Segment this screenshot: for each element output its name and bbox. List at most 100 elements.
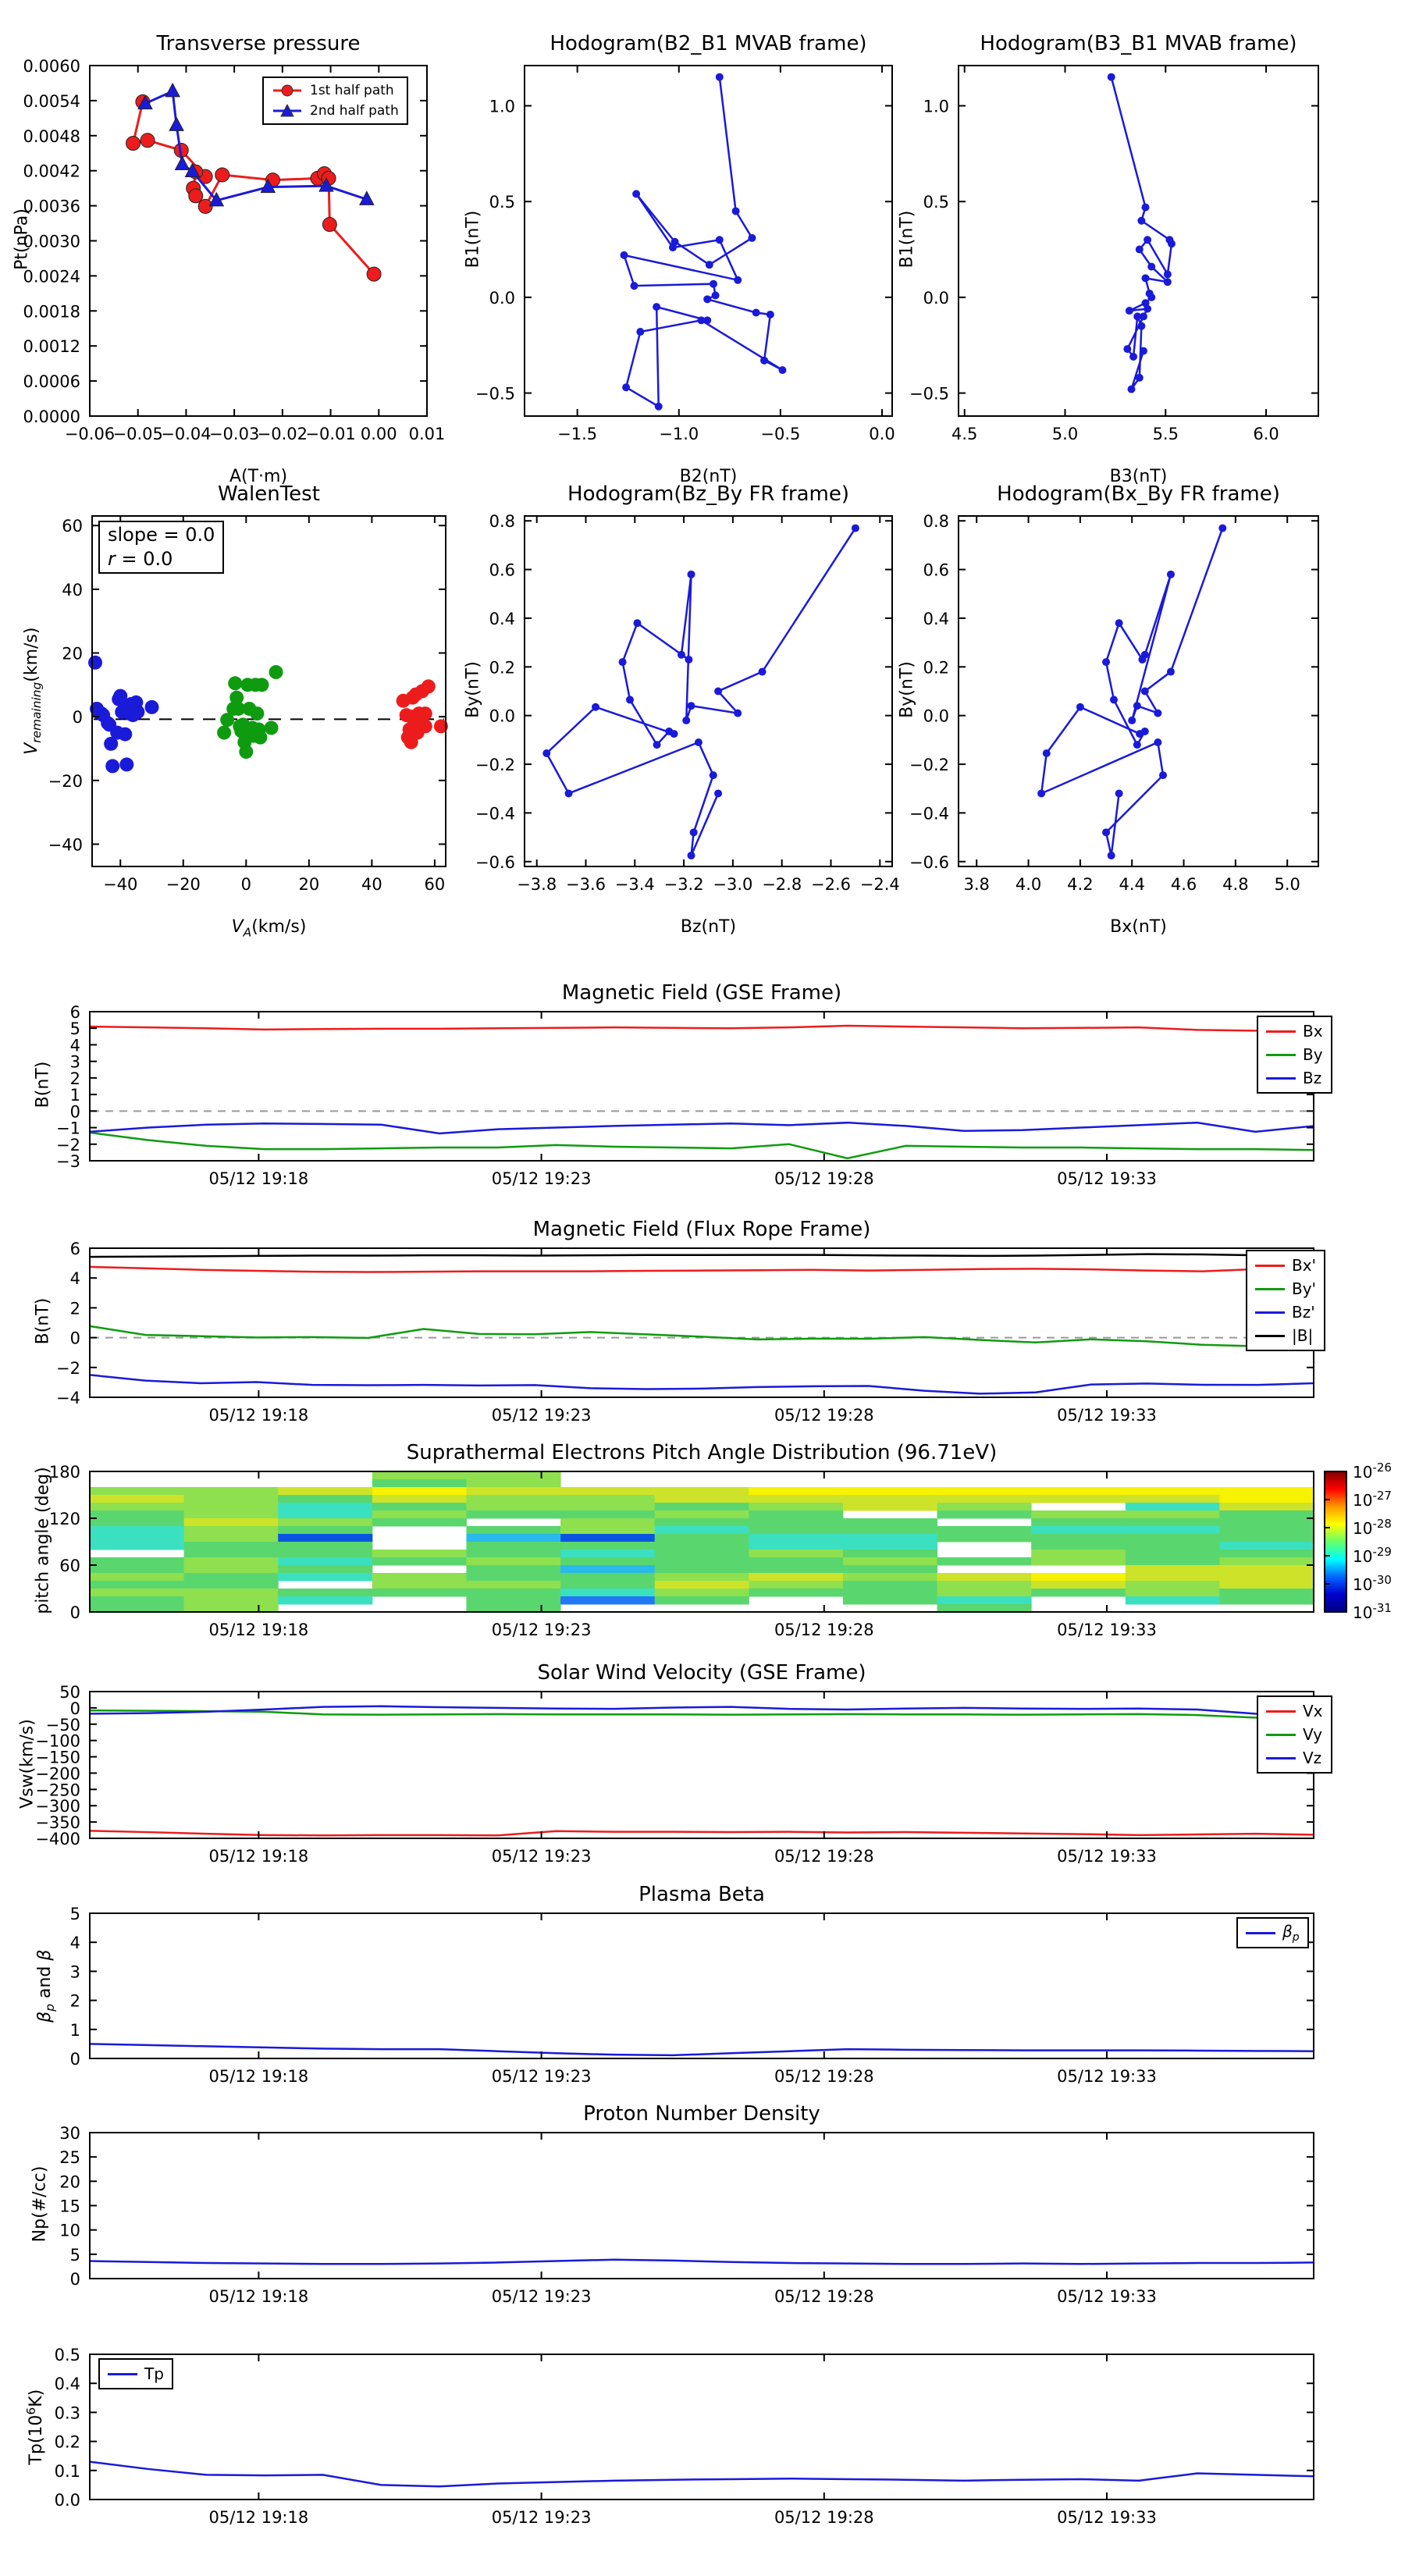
title-magnetic-field-fr: Magnetic Field (Flux Rope Frame) bbox=[532, 1218, 871, 1241]
series-line-Bx bbox=[89, 1024, 1314, 1032]
y-tick-label: 10 bbox=[59, 2222, 80, 2240]
heatmap-cell bbox=[90, 1596, 185, 1605]
heatmap-cell bbox=[654, 1557, 749, 1566]
series-line bbox=[545, 527, 856, 856]
heatmap-cell bbox=[937, 1589, 1032, 1597]
heatmap-cell bbox=[842, 1596, 938, 1605]
x-tick-label: 05/12 19:28 bbox=[774, 2067, 874, 2086]
heatmap-cell bbox=[1125, 1550, 1220, 1558]
panel-r7: 05/12 19:18 05/12 19:23 05/12 19:28 05/12 1… bbox=[70, 1905, 1314, 2086]
heatmap-cell bbox=[654, 1573, 749, 1582]
y-tick-label: 0.0 bbox=[923, 707, 949, 726]
heatmap-cell bbox=[278, 1573, 373, 1582]
heatmap-cell bbox=[466, 1565, 561, 1574]
y-tick-label: 180 bbox=[49, 1463, 80, 1482]
heatmap-cell bbox=[1219, 1503, 1314, 1511]
heatmap-cell bbox=[372, 1495, 467, 1503]
heatmap-cell bbox=[1125, 1542, 1220, 1550]
x-tick-label: 05/12 19:18 bbox=[209, 2067, 309, 2086]
blue-line-swatch bbox=[1255, 1311, 1285, 1314]
ylabel-pitch-angle: pitch angle (deg) bbox=[33, 1467, 53, 1614]
series-line-Np bbox=[89, 2258, 1314, 2265]
axes-frame bbox=[89, 2132, 1314, 2279]
y-tick-label: −0.5 bbox=[475, 385, 515, 404]
heatmap-cell bbox=[560, 1581, 656, 1589]
y-tick-label: 0.6 bbox=[923, 561, 949, 580]
heatmap-cell bbox=[1031, 1518, 1126, 1527]
heatmap-cell bbox=[1125, 1495, 1220, 1503]
heatmap-cell bbox=[1219, 1589, 1314, 1597]
x-tick-label: 05/12 19:23 bbox=[492, 1406, 592, 1425]
heatmap-cell bbox=[278, 1557, 373, 1566]
x-tick-label: −0.01 bbox=[305, 425, 355, 443]
heatmap-cell bbox=[1219, 1495, 1314, 1503]
y-tick-label: 15 bbox=[59, 2197, 80, 2216]
scatter-point bbox=[228, 676, 243, 691]
heatmap-cell bbox=[842, 1534, 938, 1542]
title-hodogram-bxby: Hodogram(Bx_By FR frame) bbox=[997, 482, 1280, 506]
x-tick-label: 3.8 bbox=[964, 875, 990, 894]
heatmap-cell bbox=[842, 1565, 938, 1574]
scatter-point bbox=[130, 705, 145, 720]
heatmap-cell bbox=[372, 1479, 467, 1488]
legend-b-fr: Bx' By' Bz' |B| bbox=[1246, 1250, 1326, 1351]
heatmap-cell bbox=[654, 1596, 749, 1605]
x-tick-label: 0.01 bbox=[409, 425, 446, 443]
heatmap-cell bbox=[372, 1518, 467, 1527]
y-tick-label: −300 bbox=[35, 1797, 80, 1816]
y-tick-label: −2 bbox=[56, 1136, 80, 1155]
axes-frame bbox=[89, 1011, 1314, 1162]
heatmap-cell bbox=[372, 1589, 467, 1597]
series-line bbox=[1040, 528, 1224, 856]
legend-label: Bz bbox=[1303, 1069, 1322, 1087]
y-tick-label: 1.0 bbox=[923, 98, 949, 116]
x-tick-label: 05/12 19:33 bbox=[1057, 1406, 1157, 1425]
x-tick-label: 4.6 bbox=[1171, 875, 1197, 894]
heatmap-cell bbox=[1031, 1534, 1126, 1542]
heatmap-cell bbox=[842, 1487, 938, 1496]
legend-tp: Tp bbox=[98, 2358, 173, 2389]
legend-label: Bx' bbox=[1292, 1256, 1317, 1275]
x-tick-label: 05/12 19:23 bbox=[492, 2287, 592, 2306]
title-proton-density: Proton Number Density bbox=[583, 2102, 820, 2126]
y-tick-label: −250 bbox=[35, 1781, 80, 1799]
heatmap-cell bbox=[1125, 1596, 1220, 1605]
y-tick-label: 0 bbox=[73, 708, 83, 727]
legend-item-by: By bbox=[1266, 1043, 1323, 1066]
y-tick-label: 0 bbox=[70, 2050, 80, 2069]
heatmap-cell bbox=[937, 1573, 1032, 1582]
x-tick-label: 5.5 bbox=[1153, 425, 1179, 443]
heatmap-cell bbox=[1031, 1526, 1126, 1535]
y-tick-label: 20 bbox=[62, 645, 83, 664]
series-line-By' bbox=[89, 1325, 1314, 1347]
title-magnetic-field-gse: Magnetic Field (GSE Frame) bbox=[561, 981, 842, 1005]
legend-item-byp: By' bbox=[1255, 1277, 1316, 1300]
heatmap-cell bbox=[842, 1542, 938, 1550]
x-tick-label: 05/12 19:23 bbox=[492, 1621, 592, 1639]
series-line bbox=[1110, 76, 1173, 390]
blue-line-swatch bbox=[108, 2372, 137, 2375]
heatmap-cell bbox=[654, 1581, 749, 1589]
title-hodogram-b2b1: Hodogram(B2_B1 MVAB frame) bbox=[550, 32, 867, 55]
legend-label: βp bbox=[1282, 1922, 1300, 1944]
heatmap-cell bbox=[90, 1534, 185, 1542]
x-tick-label: 05/12 19:18 bbox=[209, 1847, 309, 1866]
series-line-Bz' bbox=[89, 1374, 1314, 1395]
y-tick-label: −350 bbox=[35, 1813, 80, 1832]
y-tick-label: 30 bbox=[59, 2124, 80, 2143]
y-tick-label: −3 bbox=[56, 1152, 80, 1171]
y-tick-label: 0.2 bbox=[55, 2433, 80, 2452]
heatmap-cell bbox=[749, 1518, 844, 1527]
legend-label: 2nd half path bbox=[310, 103, 399, 119]
heatmap-cell bbox=[372, 1503, 467, 1511]
ylabel-b1-p2: B1(nT) bbox=[463, 210, 483, 269]
x-tick-label: 5.0 bbox=[1052, 425, 1078, 443]
axes-frame bbox=[89, 2354, 1314, 2500]
y-tick-label: 3 bbox=[70, 1053, 80, 1072]
x-tick-label: 20 bbox=[298, 875, 319, 894]
walen-r-text: r = 0.0 bbox=[108, 548, 173, 570]
ylabel-np: Np(#/cc) bbox=[30, 2165, 50, 2243]
xlabel-b3: B3(nT) bbox=[1109, 467, 1168, 486]
heatmap-cell bbox=[1219, 1534, 1314, 1542]
red-circle-marker-icon bbox=[273, 84, 301, 97]
